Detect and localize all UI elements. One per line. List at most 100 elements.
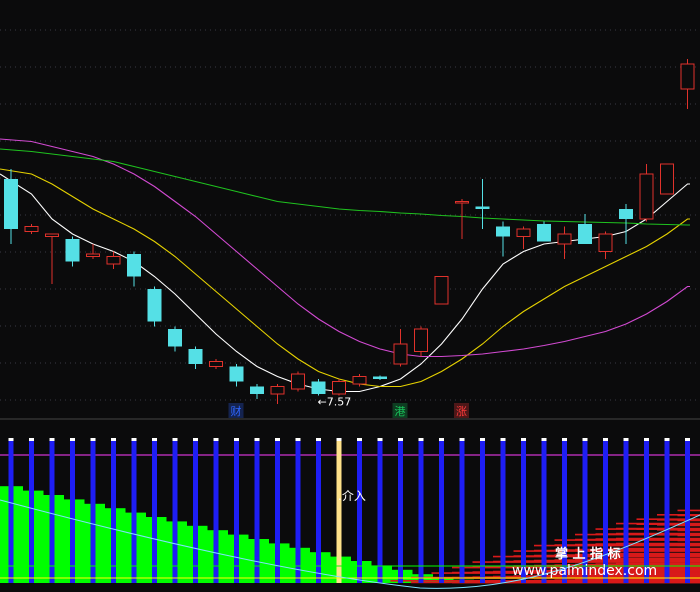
candle-body-up bbox=[660, 163, 674, 195]
indicator-blue-bar bbox=[29, 441, 34, 583]
indicator-bar-cap bbox=[111, 438, 116, 441]
candle-2 bbox=[45, 233, 59, 284]
candle-0 bbox=[4, 169, 18, 244]
event-marker-gang[interactable]: 港 bbox=[395, 405, 406, 418]
indicator-bar-cap bbox=[480, 438, 485, 441]
candle-27 bbox=[557, 226, 572, 259]
watermark-title: 掌 上 指 标 bbox=[555, 546, 621, 562]
moving-average-lines bbox=[0, 138, 690, 393]
indicator-pane bbox=[0, 438, 700, 589]
indicator-bar-cap bbox=[90, 438, 96, 441]
candle-3 bbox=[65, 236, 80, 267]
indicator-bar-cap bbox=[254, 438, 260, 441]
candle-body-up bbox=[209, 361, 223, 367]
indicator-blue-bar bbox=[8, 441, 14, 583]
candle-13 bbox=[270, 384, 285, 404]
indicator-bar-cap bbox=[582, 438, 588, 441]
candle-body-down bbox=[475, 206, 490, 209]
candle-32 bbox=[660, 163, 674, 195]
indicator-bar-cap bbox=[336, 438, 342, 441]
candle-body-down bbox=[537, 224, 551, 242]
candle-body-down bbox=[65, 239, 80, 262]
indicator-blue-bar bbox=[562, 441, 567, 583]
indicator-bar-cap bbox=[70, 438, 75, 441]
indicator-blue-bar bbox=[459, 441, 465, 583]
indicator-blue-bar bbox=[70, 441, 75, 583]
event-marker-cai[interactable]: 财 bbox=[231, 404, 242, 418]
indicator-blue-bar bbox=[439, 441, 444, 583]
indicator-bar-cap bbox=[562, 438, 567, 441]
indicator-bar-cap bbox=[213, 438, 219, 441]
candle-26 bbox=[537, 221, 551, 242]
indicator-bar-cap bbox=[193, 438, 198, 441]
indicator-blue-bar bbox=[90, 441, 96, 583]
entry-annotation: .介入 bbox=[338, 489, 366, 503]
candle-body-down bbox=[619, 209, 633, 219]
candle-24 bbox=[496, 221, 510, 257]
indicator-blue-bar bbox=[193, 441, 198, 583]
candle-21 bbox=[434, 276, 449, 305]
indicator-bar-cap bbox=[541, 438, 547, 441]
candle-28 bbox=[578, 214, 592, 244]
candle-33 bbox=[680, 59, 695, 109]
candle-body-up bbox=[24, 226, 39, 232]
candle-body-up bbox=[414, 328, 428, 352]
indicator-bar-cap bbox=[29, 438, 34, 441]
ma-line-3 bbox=[0, 138, 690, 358]
indicator-blue-bar bbox=[295, 441, 301, 583]
indicator-blue-bar bbox=[152, 441, 157, 583]
indicator-blue-bar bbox=[275, 441, 280, 583]
candle-11 bbox=[229, 364, 244, 387]
indicator-blue-bar bbox=[316, 441, 321, 583]
candle-12 bbox=[250, 384, 264, 399]
indicator-blue-bar bbox=[254, 441, 260, 583]
event-marker-bg bbox=[454, 403, 469, 418]
indicator-blue-bar bbox=[644, 441, 649, 583]
watermark-url: www.palmindex.com bbox=[512, 563, 657, 579]
ma-line-4 bbox=[0, 148, 690, 226]
indicator-blue-bar bbox=[49, 441, 55, 583]
indicator-bar-cap bbox=[521, 438, 526, 441]
event-marker-bg bbox=[392, 403, 408, 418]
candle-body-down bbox=[188, 349, 203, 364]
indicator-bar-cap bbox=[172, 438, 178, 441]
indicator-blue-bar bbox=[377, 441, 383, 583]
indicator-blue-bar bbox=[398, 441, 403, 583]
indicator-blue-bar bbox=[480, 441, 485, 583]
indicator-bar-cap bbox=[49, 438, 55, 441]
candle-23 bbox=[475, 179, 490, 229]
candle-16 bbox=[332, 379, 346, 396]
candle-body-up bbox=[639, 173, 654, 220]
price-annotation: ←7.57 bbox=[318, 396, 352, 409]
candle-18 bbox=[373, 375, 387, 380]
indicator-blue-bar bbox=[213, 441, 219, 583]
indicator-bar-cap bbox=[623, 438, 629, 441]
candle-15 bbox=[311, 379, 326, 396]
indicator-curve bbox=[0, 499, 700, 589]
indicator-blue-bar bbox=[500, 441, 506, 583]
indicator-blue-bar bbox=[357, 441, 362, 583]
indicator-blue-bar bbox=[111, 441, 116, 583]
candle-6 bbox=[127, 251, 141, 287]
candle-31 bbox=[639, 164, 654, 222]
candle-body-up bbox=[45, 233, 59, 237]
indicator-blue-bar bbox=[623, 441, 629, 583]
event-marker-bg bbox=[228, 403, 244, 418]
event-markers: 财 港 涨 bbox=[228, 403, 469, 418]
candle-body-down bbox=[496, 226, 510, 237]
candle-25 bbox=[516, 226, 531, 249]
ma-line-2 bbox=[0, 168, 690, 388]
candlestick-series bbox=[4, 59, 695, 404]
indicator-blue-bar bbox=[521, 441, 526, 583]
candle-body-down bbox=[250, 386, 264, 394]
candle-body-up bbox=[270, 386, 285, 395]
indicator-bar-cap bbox=[644, 438, 649, 441]
indicator-bar-cap bbox=[459, 438, 465, 441]
indicator-bar-cap bbox=[418, 438, 424, 441]
candle-30 bbox=[619, 204, 633, 244]
indicator-blue-bar bbox=[664, 441, 670, 583]
event-marker-zhang[interactable]: 涨 bbox=[456, 405, 467, 418]
indicator-bar-cap bbox=[603, 438, 608, 441]
price-grid bbox=[0, 29, 700, 401]
